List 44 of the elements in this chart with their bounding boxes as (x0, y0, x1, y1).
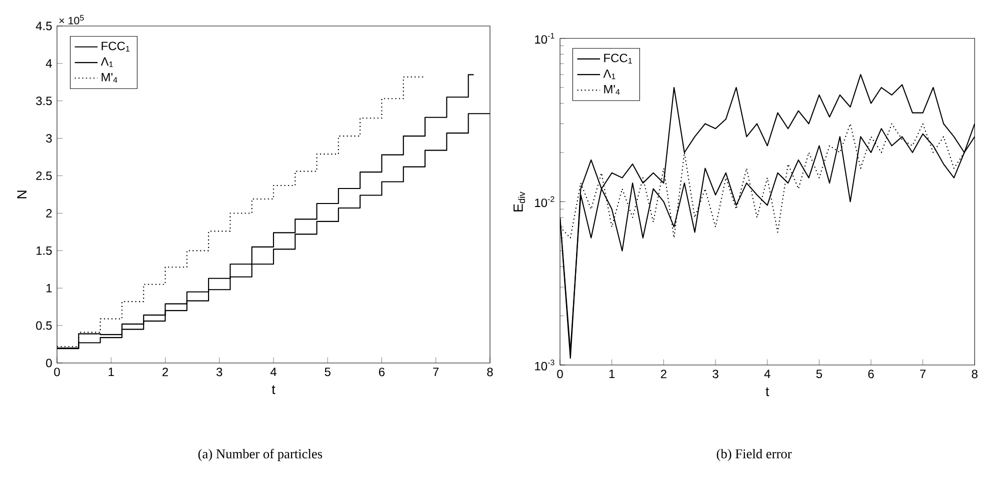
x-tick-label: 6 (868, 370, 874, 378)
y-tick-label: 10$^{-3}$ (535, 360, 554, 370)
x-tick-label: 2 (660, 370, 666, 378)
y-axis-title: E$_{div}$ (514, 192, 526, 212)
legend-label: FCC$_{1}$ (102, 42, 130, 52)
x-tick-label: 0 (557, 370, 563, 378)
y-tick-label: 10$^{-2}$ (535, 196, 554, 208)
x-tick-label: 3 (712, 370, 718, 378)
x-tick-label: 7 (433, 368, 439, 376)
text: × 10$^{5}$ (59, 15, 84, 24)
x-tick-label: 0 (54, 368, 60, 376)
x-tick-label: 4 (764, 370, 770, 378)
y-axis-title: N (17, 190, 26, 198)
x-tick-label: 3 (216, 368, 222, 376)
x-tick-label: 5 (324, 368, 330, 376)
y-tick-label: 3 (46, 134, 52, 143)
x-tick-label: 2 (162, 368, 168, 376)
x-tick-label: 1 (108, 368, 114, 376)
x-tick-label: 1 (609, 370, 615, 378)
x-tick-label: 8 (972, 370, 978, 378)
y-tick-label: 1 (46, 284, 52, 292)
y-tick-label: 1.5 (36, 246, 52, 255)
x-tick-label: 7 (920, 370, 926, 378)
text: (b) Field error (716, 448, 792, 462)
x-axis-title: t (272, 385, 276, 394)
legend-label: Λ$_{1}$ (100, 57, 113, 68)
legend-label: FCC$_{1}$ (604, 54, 632, 64)
y-tick-label: 2.5 (36, 172, 52, 180)
x-tick-label: 4 (270, 368, 276, 376)
legend-label: M'$_{4}$ (102, 73, 118, 83)
legend-label: Λ$_{1}$ (603, 69, 616, 80)
text: (a) Number of particles (198, 448, 322, 462)
x-axis-title: t (766, 387, 770, 396)
x-tick-label: 5 (816, 370, 822, 378)
y-tick-label: 0.5 (36, 321, 52, 330)
y-tick-label: 0 (46, 358, 52, 368)
y-tick-label: 2 (46, 209, 52, 218)
y-tick-label: 4 (46, 59, 52, 68)
y-tick-label: 10$^{-1}$ (535, 32, 554, 44)
y-tick-label: 3.5 (36, 96, 52, 106)
x-tick-label: 6 (379, 368, 385, 376)
y-tick-label: 4.5 (36, 22, 52, 30)
x-tick-label: 8 (487, 368, 493, 376)
legend-label: M'$_{4}$ (604, 85, 620, 95)
